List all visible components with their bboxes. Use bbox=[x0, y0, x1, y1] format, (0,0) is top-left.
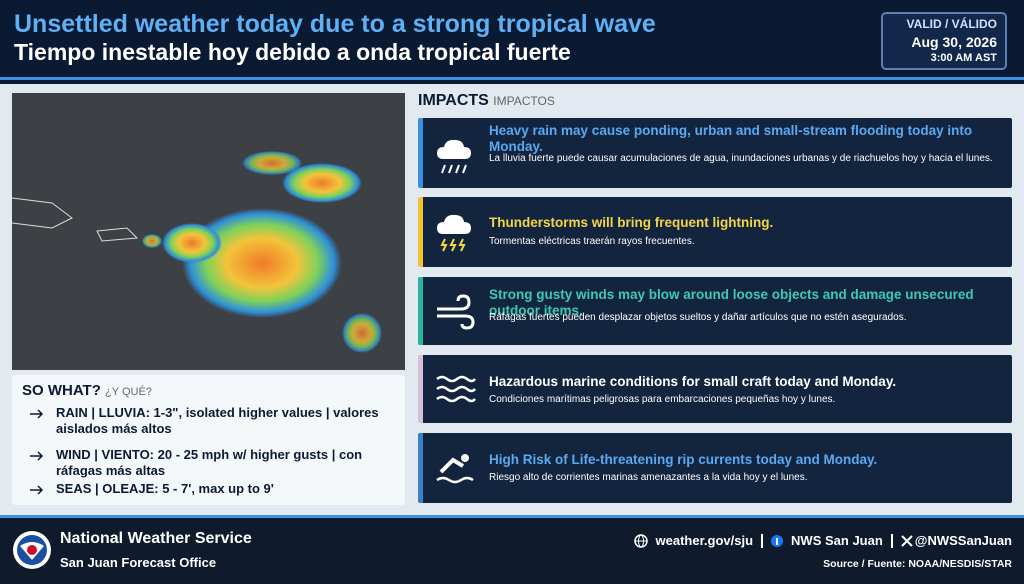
facebook-icon bbox=[771, 534, 784, 547]
arrow-icon bbox=[30, 451, 44, 461]
impact-card: High Risk of Life-threatening rip curren… bbox=[418, 433, 1012, 503]
impact-card: Hazardous marine conditions for small cr… bbox=[418, 355, 1012, 423]
valid-date: Aug 30, 2026 bbox=[911, 34, 997, 50]
arrow-icon bbox=[30, 409, 44, 419]
footer: National Weather Service San Juan Foreca… bbox=[0, 515, 1024, 584]
impact-detail: Condiciones marítimas peligrosas para em… bbox=[489, 394, 836, 405]
impacts-subtitle: IMPACTOS bbox=[493, 94, 555, 108]
impact-icon bbox=[437, 214, 471, 252]
impact-headline: Heavy rain may cause ponding, urban and … bbox=[489, 123, 973, 154]
impact-icon bbox=[437, 294, 475, 330]
header: Unsettled weather today due to a strong … bbox=[0, 0, 1024, 80]
x-handle[interactable]: @NWSSanJuan bbox=[914, 533, 1012, 548]
separator bbox=[890, 533, 893, 548]
so-what-title: SO WHAT? ¿Y QUÉ? bbox=[22, 382, 152, 399]
impact-headline: Hazardous marine conditions for small cr… bbox=[489, 374, 897, 389]
arrow-icon bbox=[30, 485, 44, 495]
impact-detail: Riesgo alto de corrientes marinas amenaz… bbox=[489, 472, 808, 483]
so-what-item: RAIN | LLUVIA: 1-3", isolated higher val… bbox=[56, 405, 379, 436]
impact-card: Thunderstorms will bring frequent lightn… bbox=[418, 197, 1012, 267]
impact-detail: Tormentas eléctricas traerán rayos frecu… bbox=[489, 236, 695, 247]
impact-detail: La lluvia fuerte puede causar acumulacio… bbox=[489, 153, 993, 164]
impact-card: Strong gusty winds may blow around loose… bbox=[418, 277, 1012, 345]
source: Source / Fuente: NOAA/NESDIS/STAR bbox=[823, 558, 1012, 570]
so-what-subtitle: ¿Y QUÉ? bbox=[105, 386, 152, 398]
x-icon bbox=[901, 534, 913, 547]
facebook[interactable]: NWS San Juan bbox=[791, 533, 883, 548]
impact-icon bbox=[437, 139, 471, 174]
nws-logo bbox=[13, 531, 51, 569]
valid-time: 3:00 AM AST bbox=[930, 52, 997, 64]
globe-icon bbox=[633, 533, 648, 548]
so-what-box: SO WHAT? ¿Y QUÉ? RAIN | LLUVIA: 1-3", is… bbox=[12, 375, 405, 505]
impacts-title: IMPACTS bbox=[418, 92, 489, 109]
org-name: National Weather Service bbox=[60, 530, 252, 547]
impacts-heading: IMPACTS IMPACTOS bbox=[418, 92, 555, 110]
so-what-item: WIND | VIENTO: 20 - 25 mph w/ higher gus… bbox=[56, 447, 363, 478]
office-name: San Juan Forecast Office bbox=[60, 555, 217, 570]
so-what-title-text: SO WHAT? bbox=[22, 382, 101, 399]
impact-detail: Ráfagas fuertes pueden desplazar objetos… bbox=[489, 312, 907, 323]
impact-headline: Strong gusty winds may blow around loose… bbox=[489, 287, 974, 318]
valid-box: VALID / VÁLIDO Aug 30, 2026 3:00 AM AST bbox=[881, 12, 1007, 70]
separator bbox=[761, 533, 764, 548]
impact-card: Heavy rain may cause ponding, urban and … bbox=[418, 118, 1012, 188]
so-what-item: SEAS | OLEAJE: 5 - 7', max up to 9' bbox=[56, 481, 274, 496]
title-en: Unsettled weather today due to a strong … bbox=[14, 10, 656, 38]
website[interactable]: weather.gov/sju bbox=[655, 533, 754, 548]
links: weather.gov/sju NWS San Juan @NWSSanJuan bbox=[633, 533, 1012, 548]
impact-icon bbox=[436, 454, 474, 484]
title-es: Tiempo inestable hoy debido a onda tropi… bbox=[14, 39, 571, 65]
impact-icon bbox=[436, 375, 476, 403]
satellite-image bbox=[12, 93, 405, 370]
impact-headline: High Risk of Life-threatening rip curren… bbox=[489, 452, 878, 467]
valid-label: VALID / VÁLIDO bbox=[906, 17, 997, 31]
impact-headline: Thunderstorms will bring frequent lightn… bbox=[489, 215, 774, 230]
